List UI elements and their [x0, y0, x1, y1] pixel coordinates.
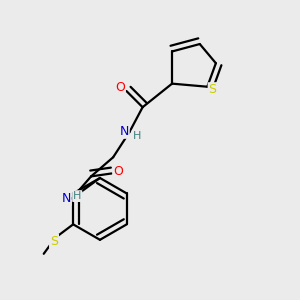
- Text: S: S: [50, 235, 58, 248]
- Text: N: N: [119, 125, 129, 138]
- Text: O: O: [113, 166, 123, 178]
- Text: H: H: [133, 131, 141, 141]
- Text: O: O: [115, 81, 125, 94]
- Text: S: S: [208, 83, 217, 96]
- Text: H: H: [73, 191, 81, 201]
- Text: N: N: [61, 192, 71, 205]
